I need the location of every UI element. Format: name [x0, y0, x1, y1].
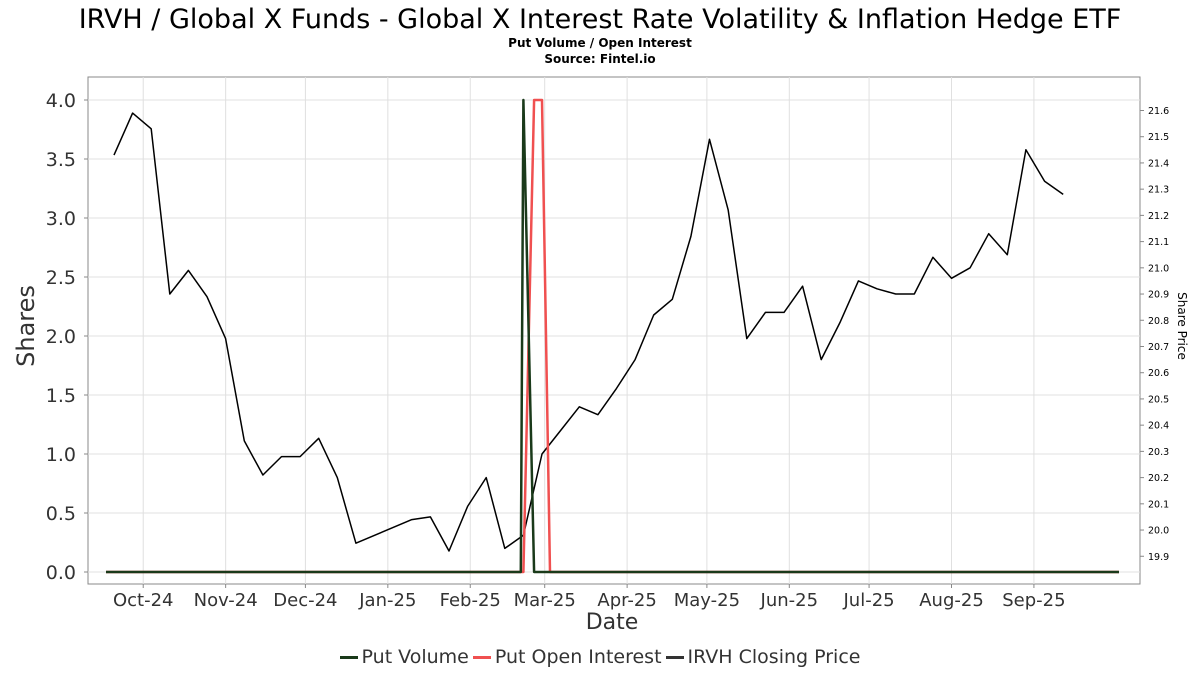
y-tick-label: 1.0 [46, 444, 76, 466]
legend-item-put-open-interest: Put Open Interest [472, 646, 662, 668]
x-tick-label: Nov-24 [194, 590, 258, 611]
chart-source: Source: Fintel.io [544, 52, 655, 66]
legend: Put Volume Put Open Interest IRVH Closin… [0, 646, 1200, 668]
y-tick-label: 2.5 [46, 267, 76, 289]
series-layer [106, 98, 1119, 574]
x-tick-label: Jun-25 [760, 590, 819, 611]
y-axis-ticks: 0.0 0.5 1.0 1.5 2.0 2.5 3.0 3.5 4.0 [46, 90, 88, 584]
x-tick-label: Apr-25 [597, 590, 656, 611]
series-line-irvh-closing-price [113, 112, 1064, 552]
y-tick-label: 4.0 [46, 90, 76, 112]
y2-tick-label: 20.4 [1148, 421, 1169, 432]
y2-tick-label: 21.0 [1148, 263, 1169, 274]
y-axis-label: Shares [12, 285, 40, 367]
x-axis-label: Date [586, 610, 639, 635]
chart-subtitle: Put Volume / Open Interest [508, 36, 692, 50]
x-tick-label: Dec-24 [273, 590, 337, 611]
series-line-put-volume [106, 98, 1119, 574]
legend-swatch-put-volume [339, 655, 358, 659]
x-tick-label: May-25 [674, 590, 740, 611]
y2-axis-ticks: 19.9 20.0 20.1 20.2 20.3 20.4 20.5 20.6 20.7 20.8… [1140, 106, 1169, 563]
y2-tick-label: 20.2 [1148, 473, 1169, 484]
y2-tick-label: 20.3 [1148, 447, 1169, 458]
plot-area [87, 76, 1141, 585]
legend-item-put-volume: Put Volume [339, 646, 469, 668]
y2-tick-label: 20.9 [1148, 290, 1169, 301]
legend-item-closing-price: IRVH Closing Price [665, 646, 861, 668]
x-tick-label: Mar-25 [514, 590, 576, 611]
y2-tick-label: 20.6 [1148, 368, 1169, 379]
chart-title: IRVH / Global X Funds - Global X Interes… [79, 4, 1122, 35]
y2-tick-label: 21.6 [1148, 106, 1169, 117]
y2-axis-label: Share Price [1175, 292, 1189, 360]
y2-tick-label: 21.3 [1148, 185, 1169, 196]
y2-tick-label: 20.1 [1148, 499, 1169, 510]
legend-label-put-open-interest: Put Open Interest [494, 646, 662, 668]
x-tick-label: Jul-25 [843, 590, 895, 611]
y2-tick-label: 20.5 [1148, 394, 1169, 405]
x-axis-ticks: Oct-24 Nov-24 Dec-24 Jan-25 Feb-25 Mar-25 Apr-… [113, 584, 1066, 611]
legend-swatch-put-open-interest [472, 655, 491, 659]
legend-label-put-volume: Put Volume [361, 646, 469, 668]
y-tick-label: 1.5 [46, 385, 76, 407]
y-tick-label: 0.0 [46, 562, 76, 584]
legend-swatch-closing-price [665, 655, 684, 659]
y2-tick-label: 20.0 [1148, 526, 1169, 537]
x-tick-label: Sep-25 [1002, 590, 1065, 611]
x-tick-label: Feb-25 [440, 590, 501, 611]
y2-tick-label: 21.2 [1148, 211, 1169, 222]
legend-label-closing-price: IRVH Closing Price [687, 646, 861, 668]
grid [88, 77, 1140, 584]
y2-tick-label: 19.9 [1148, 552, 1169, 563]
x-tick-label: Oct-24 [113, 590, 174, 611]
y-tick-label: 3.0 [46, 208, 76, 230]
x-tick-label: Aug-25 [919, 590, 984, 611]
y2-tick-label: 21.5 [1148, 132, 1169, 143]
y-tick-label: 2.0 [46, 326, 76, 348]
y-tick-label: 0.5 [46, 503, 76, 525]
x-tick-label: Jan-25 [358, 590, 416, 611]
y2-tick-label: 20.7 [1148, 342, 1169, 353]
y2-tick-label: 21.4 [1148, 158, 1169, 169]
y-tick-label: 3.5 [46, 149, 76, 171]
y2-tick-label: 21.1 [1148, 237, 1169, 248]
y2-tick-label: 20.8 [1148, 316, 1169, 327]
